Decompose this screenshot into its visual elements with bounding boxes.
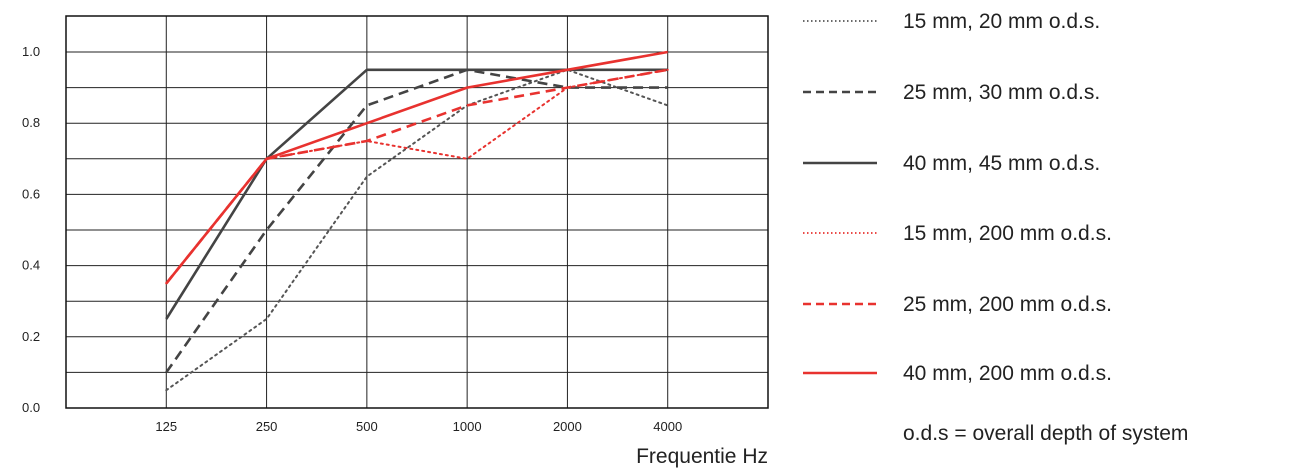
- y-tick-label: 0.6: [22, 186, 40, 201]
- x-tick-label: 2000: [553, 419, 582, 434]
- y-tick-labels: 0.0 0.2 0.4 0.6 0.8 1.0: [22, 44, 40, 415]
- x-tick-label: 250: [256, 419, 278, 434]
- legend-label: 25 mm, 200 mm o.d.s.: [903, 293, 1112, 316]
- legend-label: 15 mm, 20 mm o.d.s.: [903, 10, 1100, 33]
- y-tick-label: 1.0: [22, 44, 40, 59]
- series-line: [165, 68, 669, 392]
- legend-label: 40 mm, 45 mm o.d.s.: [903, 152, 1100, 175]
- y-tick-label: 0.0: [22, 400, 40, 415]
- series-lines: [165, 50, 669, 392]
- legend-note: o.d.s = overall depth of system: [903, 422, 1188, 445]
- x-tick-labels: 125 250 500 1000 2000 4000: [155, 419, 682, 434]
- legend-label: 40 mm, 200 mm o.d.s.: [903, 362, 1112, 385]
- series-line: [165, 68, 668, 285]
- y-tick-label: 0.2: [22, 329, 40, 344]
- y-tick-label: 0.8: [22, 115, 40, 130]
- series-line: [165, 68, 669, 285]
- x-axis-label: Frequentie Hz: [636, 445, 768, 468]
- x-tick-label: 500: [356, 419, 378, 434]
- grid: [66, 16, 768, 408]
- series-line: [165, 50, 668, 285]
- x-tick-label: 1000: [453, 419, 482, 434]
- legend: 15 mm, 20 mm o.d.s. 25 mm, 30 mm o.d.s. 40…: [803, 10, 1112, 385]
- legend-label: 15 mm, 200 mm o.d.s.: [903, 222, 1112, 245]
- x-tick-label: 4000: [653, 419, 682, 434]
- y-tick-label: 0.4: [22, 258, 40, 273]
- legend-label: 25 mm, 30 mm o.d.s.: [903, 81, 1100, 104]
- series-line: [165, 68, 668, 374]
- plot-frame: [65, 15, 769, 409]
- series-line: [165, 68, 668, 320]
- x-tick-label: 125: [155, 419, 177, 434]
